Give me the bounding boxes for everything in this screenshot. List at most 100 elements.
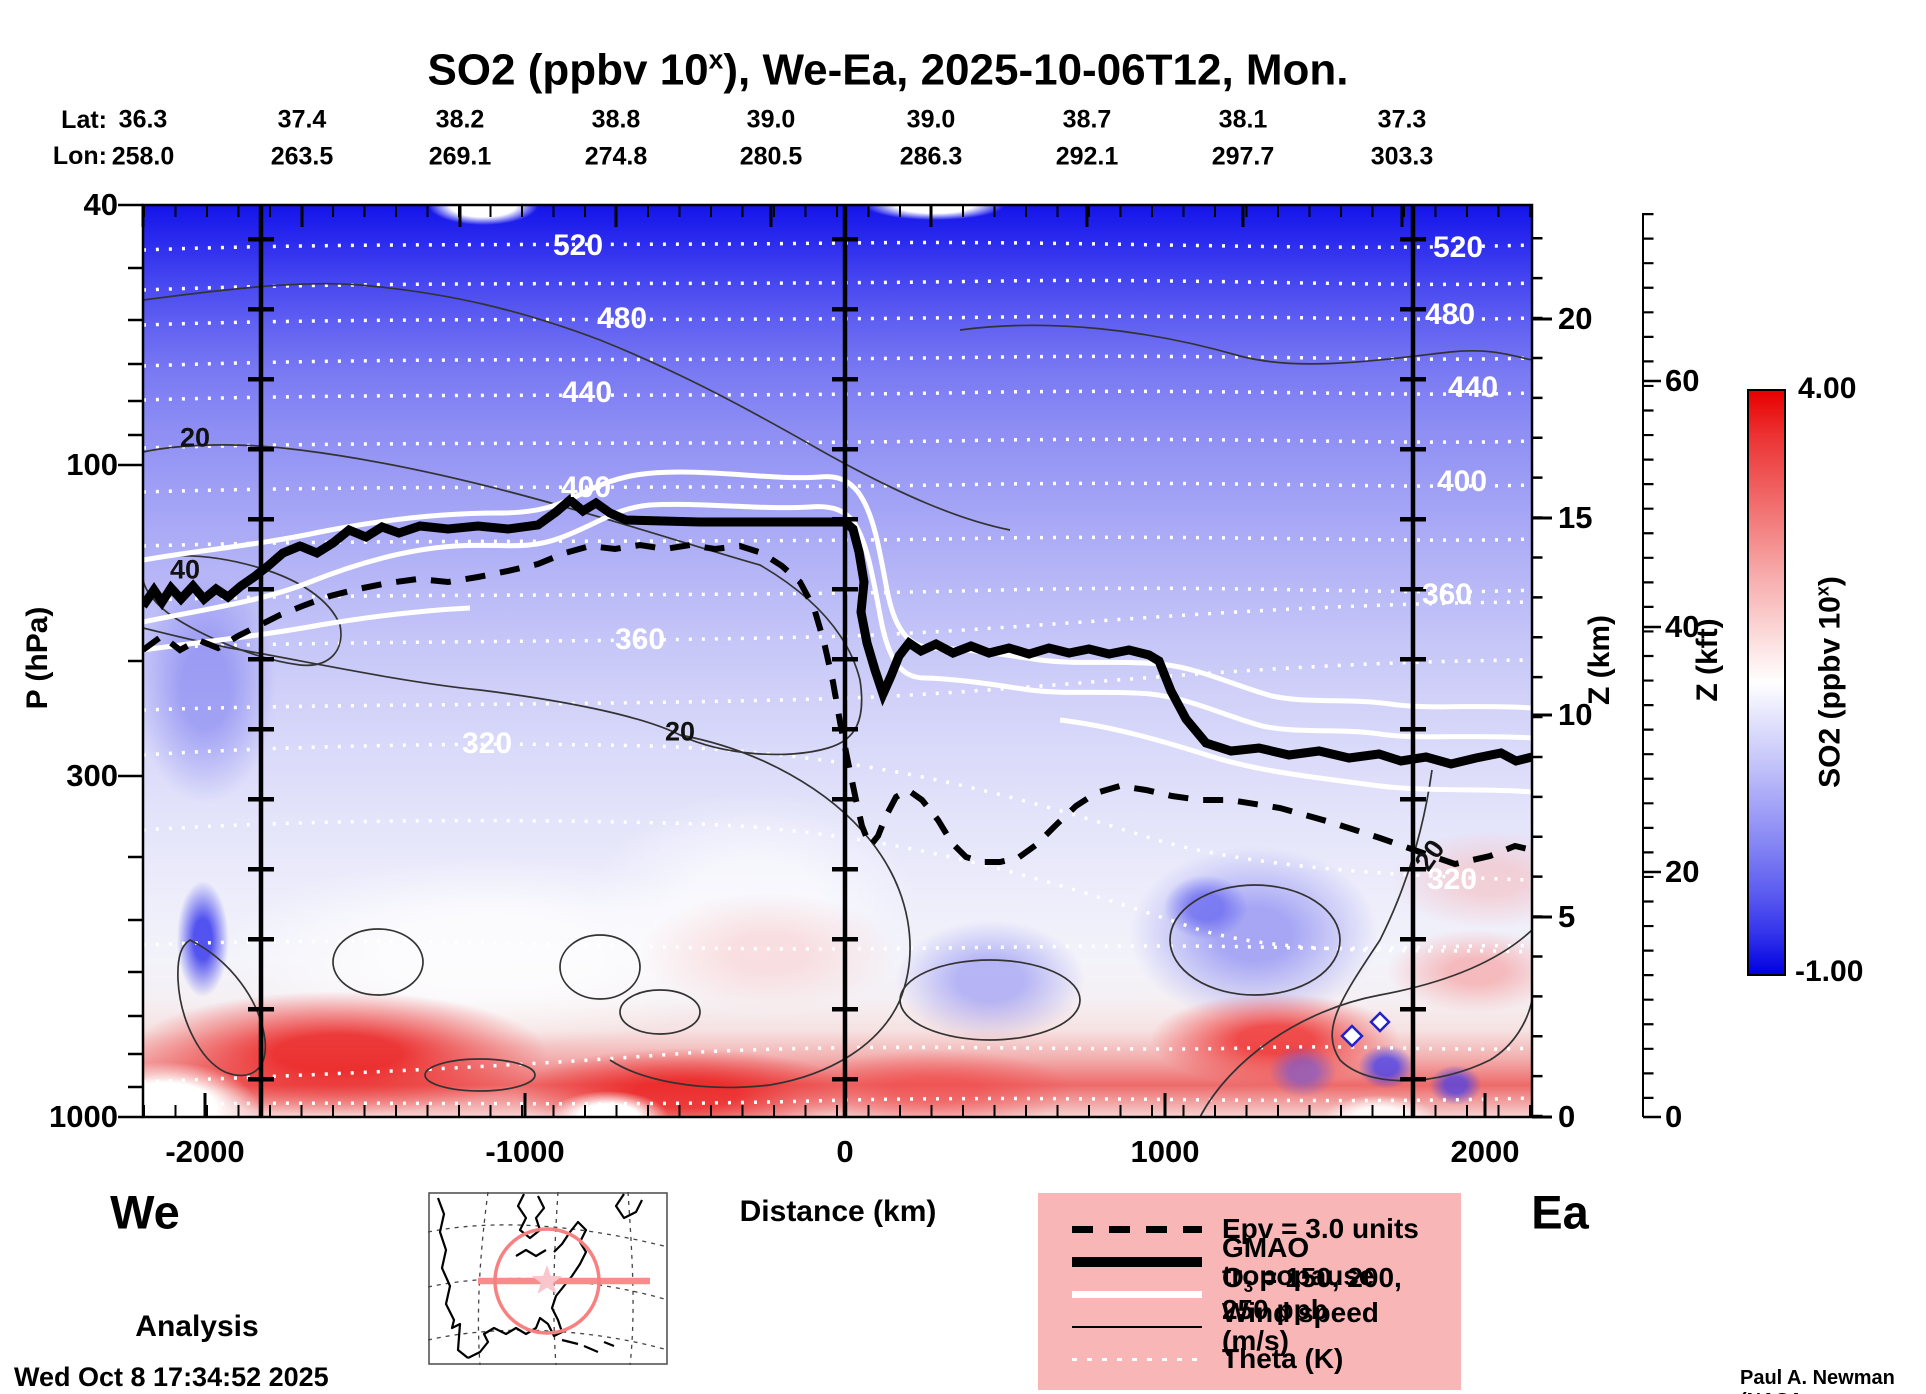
p-tick-1000: 1000 — [49, 1099, 118, 1134]
zkft-axis-label: Z (kft) — [1691, 618, 1724, 702]
waypoint-marker-lines — [248, 205, 1426, 1117]
ozone-line-sample — [1072, 1290, 1202, 1298]
lon-value: 297.7 — [1211, 142, 1275, 171]
zkm-axis-label: Z (km) — [1583, 615, 1616, 705]
zkm-tick-0: 0 — [1558, 1099, 1576, 1134]
theta-label-520-right: 520 — [1432, 231, 1484, 264]
x-tick: 0 — [836, 1134, 854, 1169]
zkft-tick-60: 60 — [1665, 363, 1700, 398]
legend-item-wind: Wind speed (m/s) — [1072, 1299, 1452, 1355]
right-km-axis-ticks — [1531, 237, 1552, 1119]
lat-value: 39.0 — [906, 105, 956, 134]
colorbar-axis-label: SO2 (ppbv 10x) — [1813, 576, 1848, 788]
ozone-contours — [143, 469, 1532, 795]
tropopause-line — [143, 494, 1532, 769]
west-endpoint-label: We — [110, 1185, 180, 1239]
lat-value: 38.7 — [1062, 105, 1112, 134]
zkm-tick-5: 5 — [1558, 899, 1576, 934]
east-endpoint-label: Ea — [1531, 1185, 1589, 1239]
wind-line-sample — [1072, 1326, 1202, 1328]
lon-value: 286.3 — [899, 142, 963, 171]
theta-contours — [143, 240, 1532, 1107]
title-suffix: ), We-Ea, 2025-10-06T12, Mon. — [723, 45, 1349, 95]
p-tick-100: 100 — [66, 447, 118, 482]
lon-value: 274.8 — [584, 142, 648, 171]
analysis-label: Analysis — [135, 1310, 259, 1343]
page-title: SO2 (ppbv 10x), We-Ea, 2025-10-06T12, Mo… — [427, 45, 1348, 96]
x-tick: 1000 — [1130, 1134, 1200, 1169]
lon-value: 303.3 — [1370, 142, 1434, 171]
lon-value: 280.5 — [739, 142, 803, 171]
lat-value: 36.3 — [118, 105, 168, 134]
epv-dashed-line-sample — [1072, 1225, 1202, 1233]
title-prefix: SO2 (ppbv 10 — [427, 45, 709, 95]
wind-label-40: 40 — [169, 554, 201, 585]
wind-label-20-west: 20 — [179, 422, 211, 453]
legend-label-theta: Theta (K) — [1222, 1343, 1344, 1374]
bottom-axis-ticks — [143, 1093, 1532, 1117]
wind-label-20-center: 20 — [664, 716, 696, 747]
top-axis-ticks — [141, 205, 1532, 227]
lat-value: 37.3 — [1377, 105, 1427, 134]
x-tick: -1000 — [485, 1134, 565, 1169]
zkm-tick-15: 15 — [1558, 500, 1593, 535]
zkm-tick-10: 10 — [1558, 697, 1593, 732]
lat-value: 37.4 — [277, 105, 327, 134]
colorbar-label-prefix: SO2 (ppbv 10 — [1813, 596, 1847, 788]
theta-label-320-right: 320 — [1426, 863, 1478, 896]
theta-label-320: 320 — [461, 727, 513, 760]
legend: Epv = 3.0 units GMAO tropopause O3 = 150… — [1038, 1193, 1461, 1390]
theta-label-440: 440 — [561, 376, 613, 409]
timestamp: Wed Oct 8 17:34:52 2025 — [14, 1362, 329, 1392]
p-tick-40: 40 — [83, 187, 118, 222]
map-coastline — [436, 1193, 643, 1359]
lon-value: 258.0 — [111, 142, 175, 171]
colorbar-label-suffix: ) — [1813, 576, 1847, 587]
legend-label-wind: Wind speed (m/s) — [1222, 1297, 1379, 1356]
colorbar-max: 4.00 — [1798, 372, 1857, 405]
distance-axis-label: Distance (km) — [739, 1195, 937, 1228]
zkm-tick-20: 20 — [1558, 301, 1593, 336]
legend-item-ozone: O3 = 150, 200, 250 ppb — [1072, 1264, 1452, 1323]
title-superscript: x — [708, 44, 724, 75]
legend-item-tropopause: GMAO tropopause — [1072, 1234, 1452, 1290]
so2-colorbar — [1747, 389, 1786, 976]
map-graticule — [428, 1192, 668, 1365]
left-axis-ticks — [118, 203, 143, 1119]
white-diamond-markers — [1340, 1011, 1391, 1048]
lat-value: 38.1 — [1218, 105, 1268, 134]
lat-row-label: Lat: — [61, 106, 107, 134]
map-range-circle — [493, 1227, 601, 1335]
theta-label-520: 520 — [552, 229, 604, 262]
zkft-tick-40: 40 — [1665, 609, 1700, 644]
lon-row-label: Lon: — [52, 142, 107, 170]
theta-line-sample — [1072, 1357, 1202, 1361]
theta-label-480: 480 — [596, 302, 648, 335]
theta-label-400-right: 400 — [1436, 465, 1488, 498]
lat-value: 39.0 — [746, 105, 796, 134]
kft-axis — [1642, 213, 1661, 1119]
theta-label-480-right: 480 — [1424, 298, 1476, 331]
map-center-star — [531, 1265, 563, 1294]
lon-value: 269.1 — [428, 142, 492, 171]
legend-label-epv: Epv = 3.0 units — [1222, 1213, 1419, 1244]
lon-value: 292.1 — [1055, 142, 1119, 171]
p-tick-300: 300 — [66, 758, 118, 793]
colorbar-label-superscript: x — [1812, 586, 1833, 597]
x-tick: -2000 — [165, 1134, 245, 1169]
theta-label-360-right: 360 — [1421, 578, 1473, 611]
lat-value: 38.8 — [591, 105, 641, 134]
colorbar-min: -1.00 — [1795, 955, 1864, 988]
theta-label-400: 400 — [560, 471, 612, 504]
theta-label-440-right: 440 — [1447, 371, 1499, 404]
locator-map-inset — [428, 1192, 668, 1365]
legend-label-ozone: O3 = 150, 200, 250 ppb — [1222, 1264, 1452, 1324]
ozone-label-suffix: = 150, 200, 250 ppb — [1222, 1262, 1402, 1325]
ozone-label-subscript: 3 — [1243, 1277, 1254, 1297]
theta-label-360: 360 — [614, 623, 666, 656]
legend-item-theta: Theta (K) — [1072, 1345, 1452, 1373]
x-tick: 2000 — [1450, 1134, 1520, 1169]
wind-speed-contours — [143, 282, 1532, 1117]
